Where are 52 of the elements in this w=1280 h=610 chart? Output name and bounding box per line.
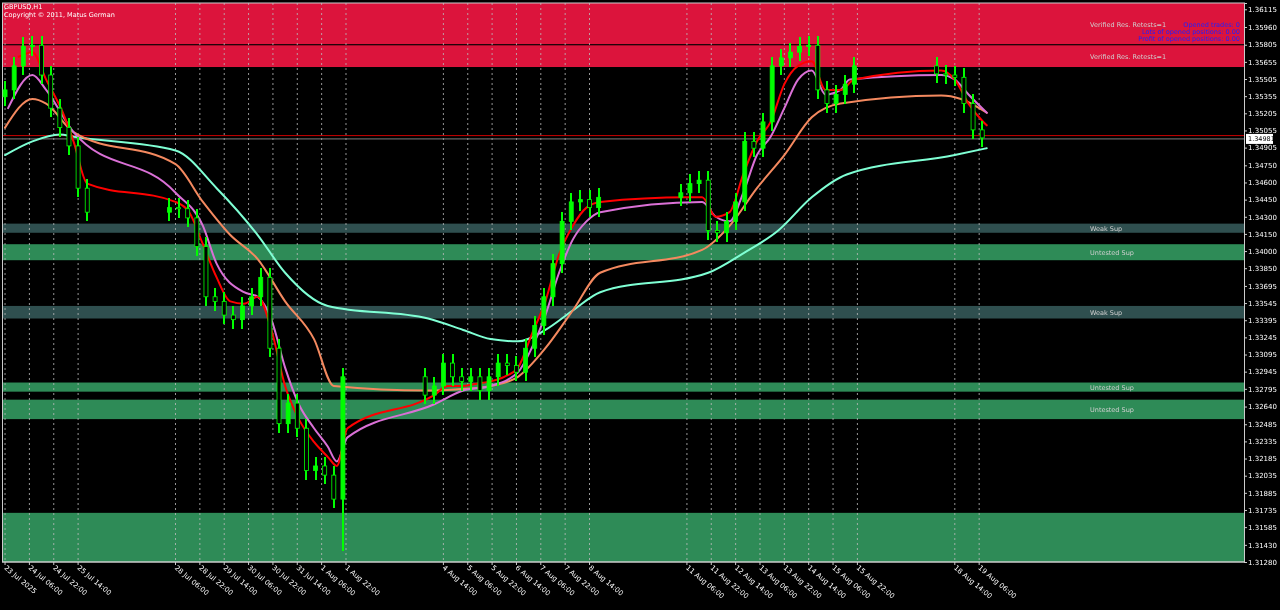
candlestick xyxy=(979,119,985,149)
candlestick xyxy=(221,291,227,326)
candlestick xyxy=(514,355,519,383)
candlestick xyxy=(587,189,592,218)
candlestick xyxy=(240,295,245,330)
candlestick xyxy=(833,84,839,114)
candlestick xyxy=(66,117,72,157)
candlestick xyxy=(167,197,172,223)
candlestick xyxy=(678,182,684,208)
candlestick xyxy=(751,131,757,159)
candlestick xyxy=(934,55,939,85)
candlestick xyxy=(687,173,693,203)
candlestick xyxy=(577,189,583,213)
candlestick xyxy=(724,211,729,243)
candlestick xyxy=(824,79,830,114)
candlestick xyxy=(477,366,483,401)
candlestick xyxy=(30,35,35,57)
candlestick xyxy=(806,35,812,57)
candlestick xyxy=(952,64,958,88)
candlestick xyxy=(733,191,739,232)
candlestick xyxy=(943,63,949,86)
candlestick xyxy=(422,366,428,406)
candlestick xyxy=(285,392,291,434)
candlestick xyxy=(431,375,437,406)
candlestick xyxy=(322,455,328,486)
candlestick xyxy=(258,267,264,307)
candlestick xyxy=(778,47,784,77)
candlestick xyxy=(568,191,574,232)
candlestick xyxy=(596,187,602,218)
candlestick xyxy=(495,352,501,387)
candlestick xyxy=(230,304,236,330)
candlestick xyxy=(20,36,26,77)
candlestick xyxy=(313,455,318,481)
candlestick xyxy=(532,315,538,359)
candlestick xyxy=(450,352,455,387)
candlestick xyxy=(714,220,720,243)
candlestick xyxy=(185,198,191,229)
candlestick xyxy=(212,286,218,312)
candlestick xyxy=(486,366,492,401)
candlestick xyxy=(2,79,8,107)
candlestick xyxy=(459,366,465,392)
candlestick xyxy=(696,170,702,194)
candlestick xyxy=(842,74,848,105)
candlestick xyxy=(441,352,446,397)
candlestick xyxy=(468,366,474,392)
candlestick xyxy=(249,286,255,317)
candlestick xyxy=(504,352,510,376)
candlestick xyxy=(851,55,857,95)
candlestick xyxy=(57,98,63,138)
candlestick xyxy=(176,197,181,219)
candlestick xyxy=(797,36,802,63)
candlestick xyxy=(788,42,793,69)
